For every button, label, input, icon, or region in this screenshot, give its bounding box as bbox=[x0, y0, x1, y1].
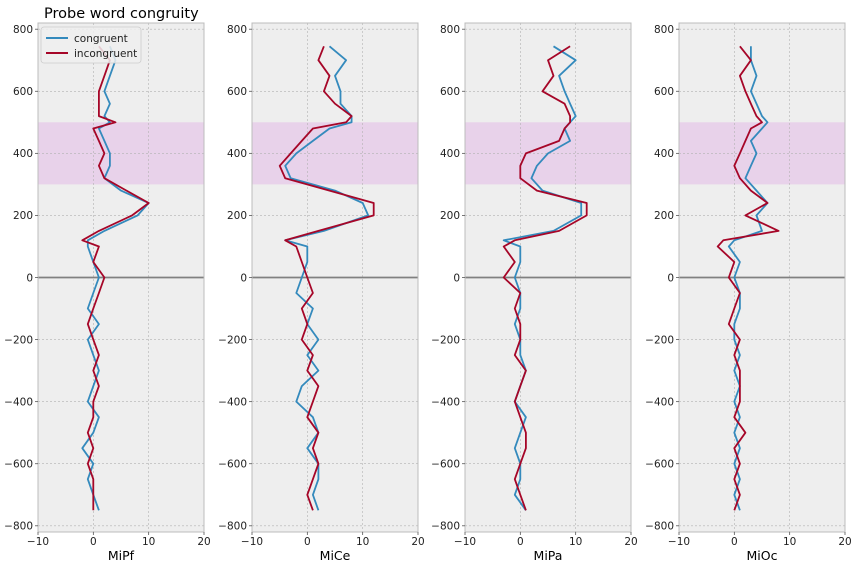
y-tick-label: 200 bbox=[440, 210, 460, 222]
shaded-band bbox=[679, 122, 845, 185]
legend-label-congruent: congruent bbox=[74, 33, 128, 45]
legend: congruent incongruent bbox=[40, 26, 142, 64]
y-tick-label: −400 bbox=[4, 396, 33, 408]
x-axis-label: MiCe bbox=[320, 548, 351, 563]
series-line-incongruent bbox=[278, 45, 375, 511]
y-tick-label: 400 bbox=[440, 148, 460, 160]
y-tick-label: 0 bbox=[453, 272, 460, 284]
y-tick-label: 600 bbox=[654, 86, 674, 98]
y-tick-label: 200 bbox=[227, 210, 247, 222]
y-tick-label: 200 bbox=[654, 210, 674, 222]
x-tick-label: −10 bbox=[668, 536, 690, 548]
x-axis-label: MiOc bbox=[747, 548, 778, 563]
series-line-incongruent bbox=[716, 45, 780, 511]
y-tick-label: 800 bbox=[440, 24, 460, 36]
x-tick-label: 0 bbox=[731, 536, 738, 548]
panel-mice: −800 −600 −400 −200 0 200 400 600 800 −10 0 10 20 MiC… bbox=[218, 22, 425, 563]
y-tick-label: 800 bbox=[227, 24, 247, 36]
y-tick-label: 0 bbox=[667, 272, 674, 284]
x-axis-label: MiPf bbox=[108, 548, 135, 563]
x-tick-label: 10 bbox=[356, 536, 369, 548]
series-line-congruent bbox=[284, 45, 370, 511]
panel-mipa: −800 −600 −400 −200 0 200 400 600 800 −10 0 10 20 MiP… bbox=[431, 22, 638, 563]
y-tick-label: −200 bbox=[645, 334, 674, 346]
x-tick-label: 10 bbox=[783, 536, 796, 548]
x-tick-label: 10 bbox=[142, 536, 155, 548]
x-tick-label: 20 bbox=[624, 536, 637, 548]
shaded-band bbox=[252, 122, 418, 185]
y-tick-label: −400 bbox=[431, 396, 460, 408]
y-tick-label: 200 bbox=[13, 210, 33, 222]
x-tick-label: 0 bbox=[304, 536, 311, 548]
y-tick-label: −600 bbox=[4, 459, 33, 471]
y-tick-label: −800 bbox=[431, 521, 460, 533]
shaded-band bbox=[38, 122, 204, 185]
x-tick-label: 0 bbox=[517, 536, 524, 548]
y-tick-label: 800 bbox=[654, 24, 674, 36]
y-tick-label: 600 bbox=[227, 86, 247, 98]
y-tick-label: −200 bbox=[218, 334, 247, 346]
y-tick-label: 400 bbox=[654, 148, 674, 160]
y-tick-label: −200 bbox=[431, 334, 460, 346]
figure-title: Probe word congruity bbox=[44, 6, 199, 22]
y-tick-label: 400 bbox=[227, 148, 247, 160]
x-tick-label: 20 bbox=[197, 536, 210, 548]
y-tick-label: −400 bbox=[218, 396, 247, 408]
y-tick-label: −600 bbox=[645, 459, 674, 471]
y-tick-label: −400 bbox=[645, 396, 674, 408]
series-line-incongruent bbox=[502, 45, 588, 511]
y-tick-label: 600 bbox=[440, 86, 460, 98]
x-tick-label: 10 bbox=[569, 536, 582, 548]
series-line-congruent bbox=[502, 45, 583, 511]
y-tick-label: 0 bbox=[26, 272, 33, 284]
y-tick-label: 0 bbox=[240, 272, 247, 284]
panel-mioc: −800 −600 −400 −200 0 200 400 600 800 −10 0 10 20 MiO… bbox=[645, 22, 852, 563]
y-tick-label: −800 bbox=[218, 521, 247, 533]
y-tick-label: 800 bbox=[13, 24, 33, 36]
y-tick-label: −600 bbox=[431, 459, 460, 471]
x-tick-label: 20 bbox=[838, 536, 851, 548]
y-tick-label: −800 bbox=[645, 521, 674, 533]
y-tick-label: 400 bbox=[13, 148, 33, 160]
x-axis-label: MiPa bbox=[534, 548, 563, 563]
legend-label-incongruent: incongruent bbox=[74, 48, 137, 60]
series-line-incongruent bbox=[81, 45, 150, 511]
x-tick-label: 20 bbox=[411, 536, 424, 548]
x-tick-label: −10 bbox=[27, 536, 49, 548]
x-tick-label: −10 bbox=[241, 536, 263, 548]
y-tick-label: −200 bbox=[4, 334, 33, 346]
y-tick-label: −800 bbox=[4, 521, 33, 533]
panel-mipf: −800 −600 −400 −200 0 200 400 600 800 −10 0 10 20 MiP… bbox=[4, 22, 211, 563]
y-tick-label: 600 bbox=[13, 86, 33, 98]
x-tick-label: −10 bbox=[454, 536, 476, 548]
y-tick-label: −600 bbox=[218, 459, 247, 471]
x-tick-label: 0 bbox=[90, 536, 97, 548]
